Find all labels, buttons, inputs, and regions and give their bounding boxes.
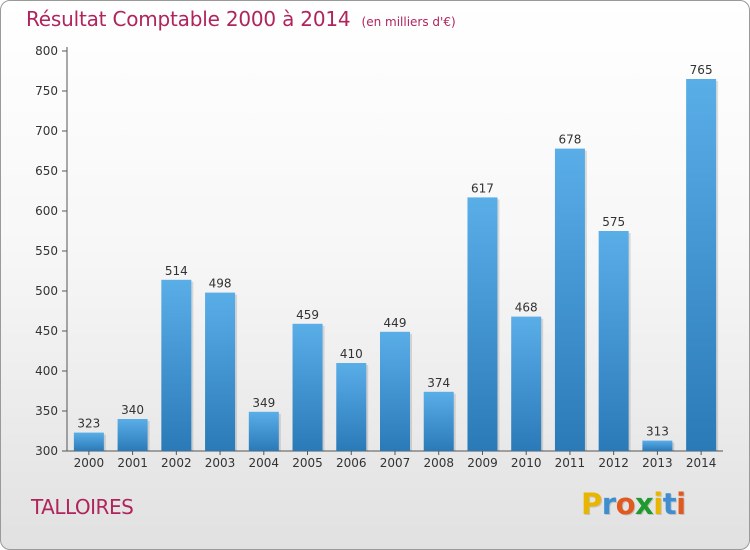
x-tick-label-2010: 2010 [511,456,542,470]
data-label-2012: 575 [602,215,625,229]
bar-2009 [467,197,498,451]
x-tick-label-2014: 2014 [686,456,717,470]
y-tick-label: 350 [35,404,58,418]
bar-2008 [423,391,454,451]
y-tick-label: 800 [35,44,58,58]
data-label-2006: 410 [340,347,363,361]
logo-letter: r [601,487,616,521]
x-tick-label-2012: 2012 [598,456,629,470]
data-label-2000: 323 [77,417,100,431]
data-label-2013: 313 [646,425,669,439]
chart-title: Résultat Comptable 2000 à 2014 (en milli… [26,7,456,31]
bar-2010 [511,316,542,451]
data-label-2011: 678 [558,133,581,147]
x-tick-label-2004: 2004 [249,456,280,470]
logo-letter: i [653,487,663,521]
bar-2001 [117,419,148,451]
data-label-2002: 514 [165,264,188,278]
x-tick-label-2000: 2000 [74,456,105,470]
chart-axes: 300 350 400 450 500 550 600 650 700 750 800 [35,44,723,458]
y-tick-label: 500 [35,284,58,298]
data-label-2004: 349 [252,396,275,410]
y-tick-label: 650 [35,164,58,178]
bar-2005 [292,323,323,451]
data-label-2005: 459 [296,308,319,322]
y-tick-label: 550 [35,244,58,258]
data-label-2003: 498 [209,277,232,291]
data-label-2010: 468 [515,301,538,315]
bar-2003 [205,292,236,451]
x-tick-label-2001: 2001 [117,456,148,470]
y-tick-label: 600 [35,204,58,218]
x-tick-label-2011: 2011 [555,456,586,470]
logo-letter: i [676,487,686,521]
proxiti-logo: Proxiti [581,487,686,521]
x-tick-label-2008: 2008 [423,456,454,470]
bar-2000 [73,432,104,451]
chart-title-text: Résultat Comptable 2000 à 2014 [26,7,351,31]
bar-2013 [642,440,673,451]
logo-letter: x [635,487,654,521]
y-tick-label: 750 [35,84,58,98]
bar-2002 [161,279,192,451]
bar-2004 [248,411,279,451]
logo-letter: t [662,487,677,521]
y-tick-label: 400 [35,364,58,378]
data-label-2008: 374 [427,376,450,390]
logo-letter: P [581,487,602,521]
data-label-2009: 617 [471,181,494,195]
x-tick-label-2006: 2006 [336,456,367,470]
bar-2012 [598,231,629,451]
bar-2011 [554,148,585,451]
chart-unit-text: (en milliers d'€) [361,15,456,29]
y-tick-label: 700 [35,124,58,138]
data-label-2014: 765 [690,63,713,77]
data-label-2007: 449 [384,316,407,330]
x-tick-label-2003: 2003 [205,456,236,470]
y-tick-label: 300 [35,444,58,458]
chart-labels: 323 2000 340 2001 514 2002 498 2003 349 2004 459 20… [74,63,717,470]
logo-letter: o [615,487,636,521]
chart-bars [73,79,719,451]
bar-2006 [336,363,367,451]
x-tick-label-2007: 2007 [380,456,411,470]
x-tick-label-2005: 2005 [292,456,323,470]
y-tick-label: 450 [35,324,58,338]
x-tick-label-2009: 2009 [467,456,498,470]
bar-2014 [686,79,717,451]
data-label-2001: 340 [121,403,144,417]
bar-2007 [380,331,410,451]
x-tick-label-2013: 2013 [642,456,673,470]
commune-name: TALLOIRES [31,495,134,519]
x-tick-label-2002: 2002 [161,456,192,470]
